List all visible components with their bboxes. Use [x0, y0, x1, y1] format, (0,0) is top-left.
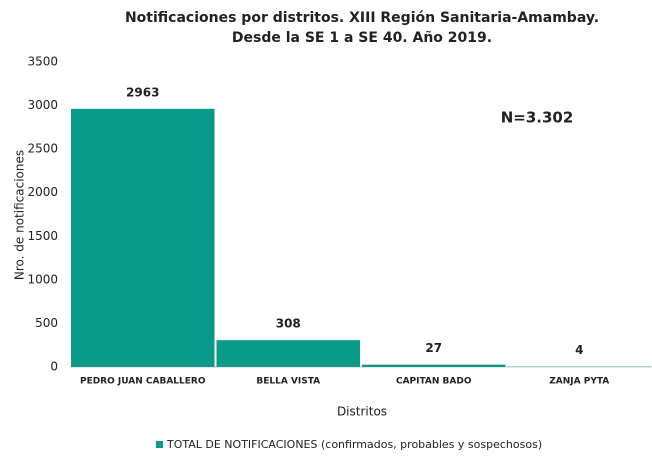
y-tick-label: 1500: [27, 229, 58, 243]
y-tick-label: 0: [50, 360, 58, 374]
chart-title: Desde la SE 1 a SE 40. Año 2019.: [232, 30, 492, 46]
y-tick-label: 3500: [27, 55, 58, 69]
y-tick-label: 2500: [27, 142, 58, 156]
value-label: 27: [425, 341, 442, 355]
y-tick-label: 2000: [27, 185, 58, 199]
bar: [362, 364, 506, 367]
annotation: N=3.302: [501, 109, 574, 127]
value-label: 308: [276, 317, 301, 331]
x-tick-label: PEDRO JUAN CABALLERO: [80, 377, 206, 387]
legend-label: TOTAL DE NOTIFICACIONES (confirmados, pr…: [166, 438, 542, 451]
y-tick-label: 500: [35, 316, 58, 330]
legend-swatch: [156, 441, 163, 448]
x-axis-label: Distritos: [337, 405, 387, 419]
value-label: 4: [575, 343, 583, 357]
x-tick-label: ZANJA PYTA: [549, 377, 609, 387]
bar: [71, 108, 215, 367]
x-tick-label: CAPITAN BADO: [396, 377, 472, 387]
y-tick-label: 3000: [27, 98, 58, 112]
value-label: 2963: [126, 85, 159, 99]
bar: [216, 340, 360, 367]
x-tick-label: BELLA VISTA: [256, 377, 320, 387]
chart-title: Notificaciones por distritos. XIII Regió…: [125, 10, 599, 26]
y-tick-label: 1000: [27, 272, 58, 286]
y-axis-label: Nro. de notificaciones: [13, 150, 27, 280]
